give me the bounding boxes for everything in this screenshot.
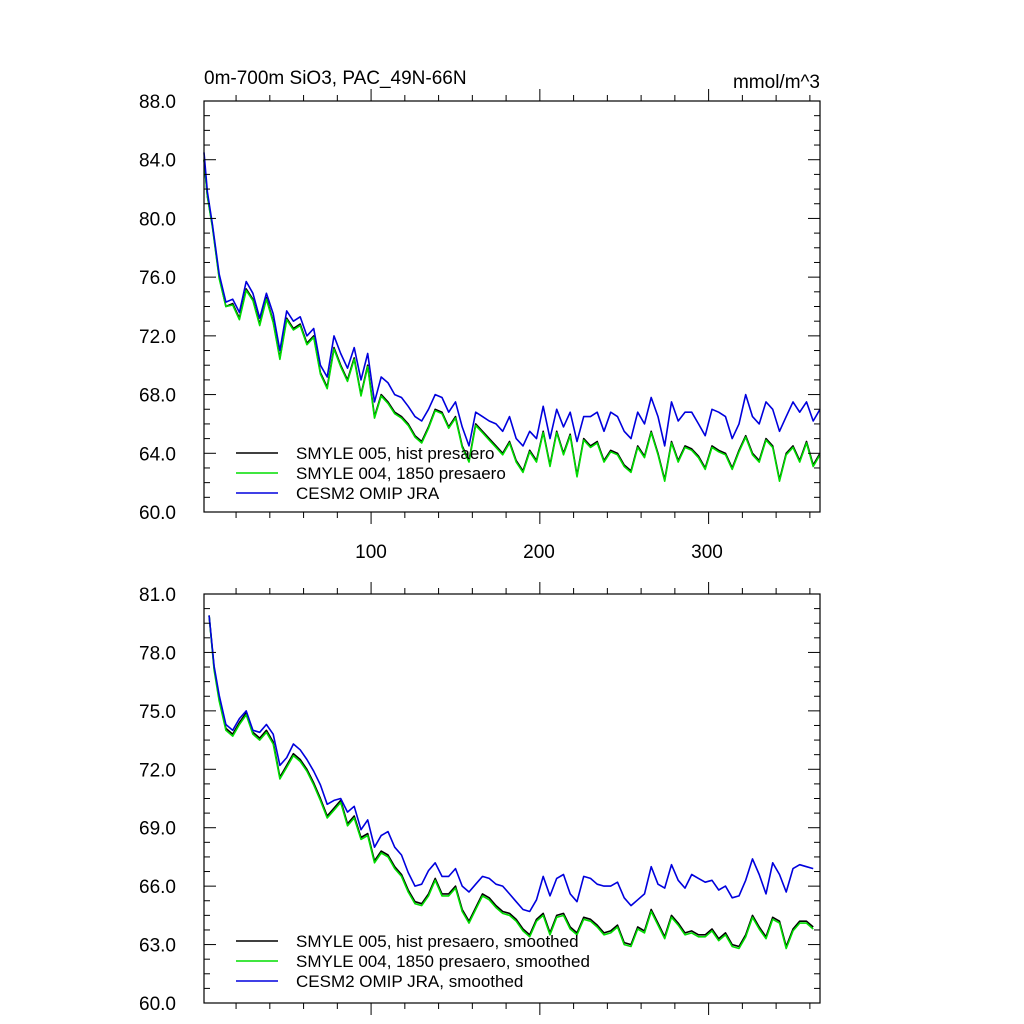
top-panel-series [203,152,821,483]
legend-label: SMYLE 005, hist presaero [296,444,494,463]
top-panel: 0m-700m SiO3, PAC_49N-66N mmol/m^3 60.0 … [139,68,821,563]
y-tick-label: 78.0 [139,643,176,664]
bottom-panel-axes [203,582,821,1015]
legend-label: SMYLE 004, 1850 presaero [296,464,506,483]
x-tick-label: 300 [691,542,723,563]
x-tick-label: 200 [523,542,555,563]
y-tick-label: 64.0 [139,444,176,465]
y-tick-label: 68.0 [139,386,176,407]
y-tick-label: 88.0 [139,92,176,113]
bottom-panel-series [208,615,814,950]
series-line-2 [203,152,821,447]
y-tick-label: 80.0 [139,209,176,230]
series-line-2 [208,615,814,913]
y-tick-label: 72.0 [139,327,176,348]
y-tick-label: 72.0 [139,760,176,781]
y-tick-label: 60.0 [139,503,176,524]
series-line-1 [203,159,821,483]
series-line-0 [208,615,814,948]
top-panel-title: 0m-700m SiO3, PAC_49N-66N [204,68,467,89]
top-panel-axes [203,89,821,524]
legend-label: CESM2 OMIP JRA [296,484,440,503]
y-tick-label: 63.0 [139,936,176,957]
y-tick-label: 60.0 [139,994,176,1015]
legend-label: CESM2 OMIP JRA, smoothed [296,972,523,991]
legend-label: SMYLE 004, 1850 presaero, smoothed [296,952,590,971]
top-panel-units: mmol/m^3 [733,72,820,93]
bottom-panel: 60.0 63.0 66.0 69.0 72.0 75.0 78.0 81.0 … [139,582,821,1015]
top-panel-x-tick-labels: 100 200 300 [355,542,723,563]
y-tick-label: 75.0 [139,702,176,723]
y-tick-label: 69.0 [139,819,176,840]
y-tick-label: 84.0 [139,151,176,172]
bottom-panel-y-tick-labels: 60.0 63.0 66.0 69.0 72.0 75.0 78.0 81.0 [139,585,176,1015]
bottom-panel-legend: SMYLE 005, hist presaero, smoothed SMYLE… [236,932,590,991]
legend-label: SMYLE 005, hist presaero, smoothed [296,932,579,951]
series-line-1 [208,615,814,950]
y-tick-label: 76.0 [139,268,176,289]
x-tick-label: 100 [355,542,387,563]
top-panel-legend: SMYLE 005, hist presaero SMYLE 004, 1850… [236,444,506,503]
top-panel-y-tick-labels: 60.0 64.0 68.0 72.0 76.0 80.0 84.0 88.0 [139,92,176,524]
y-tick-label: 66.0 [139,877,176,898]
y-tick-label: 81.0 [139,585,176,606]
